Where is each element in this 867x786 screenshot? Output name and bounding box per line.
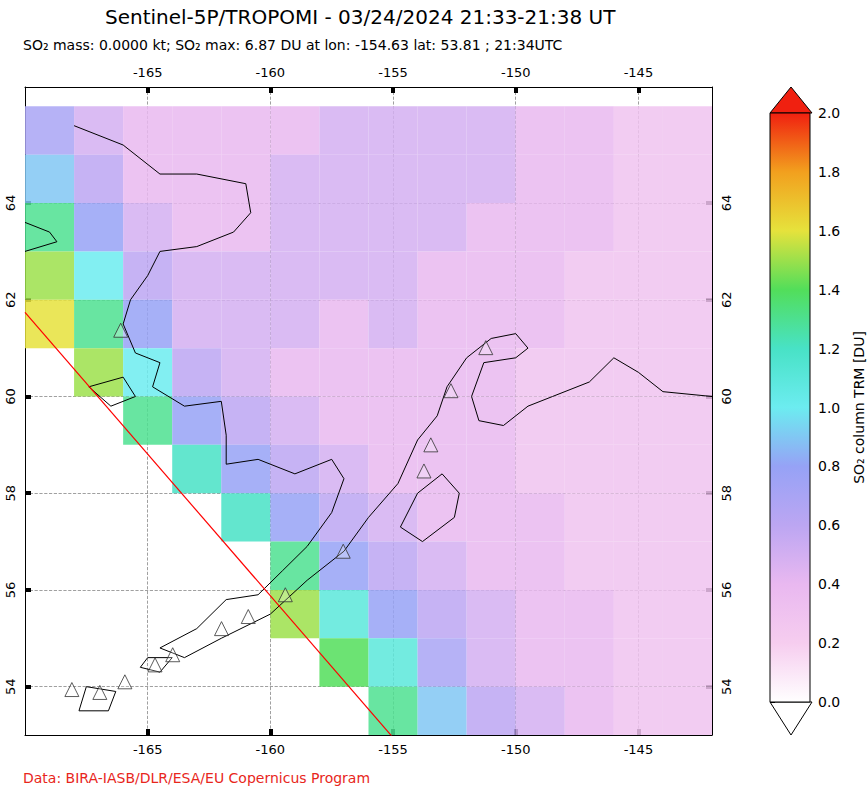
svg-text:0.2: 0.2: [818, 635, 840, 651]
svg-text:-145: -145: [624, 65, 654, 80]
svg-text:62: 62: [3, 292, 18, 309]
svg-text:-150: -150: [501, 65, 531, 80]
svg-text:56: 56: [3, 582, 18, 599]
svg-text:2.0: 2.0: [818, 105, 840, 121]
svg-text:-150: -150: [501, 742, 531, 757]
svg-text:0.4: 0.4: [818, 576, 840, 592]
svg-text:56: 56: [719, 582, 734, 599]
svg-text:0.6: 0.6: [818, 517, 840, 533]
svg-text:58: 58: [3, 485, 18, 502]
svg-text:SO₂ column TRM [DU]: SO₂ column TRM [DU]: [851, 331, 867, 484]
svg-text:64: 64: [3, 195, 18, 212]
svg-text:60: 60: [3, 388, 18, 405]
svg-text:60: 60: [719, 388, 734, 405]
svg-text:-165: -165: [133, 742, 163, 757]
svg-text:0.0: 0.0: [818, 694, 840, 710]
svg-text:Data: BIRA-IASB/DLR/ESA/EU Cop: Data: BIRA-IASB/DLR/ESA/EU Copernicus Pr…: [23, 770, 370, 786]
svg-text:-155: -155: [378, 742, 408, 757]
svg-text:-145: -145: [624, 742, 654, 757]
svg-text:0.8: 0.8: [818, 458, 840, 474]
svg-text:-160: -160: [256, 742, 286, 757]
svg-text:54: 54: [719, 678, 734, 695]
svg-text:64: 64: [719, 195, 734, 212]
svg-text:-155: -155: [378, 65, 408, 80]
svg-text:58: 58: [719, 485, 734, 502]
svg-text:SO₂ mass: 0.0000 kt; SO₂ max:: SO₂ mass: 0.0000 kt; SO₂ max: 6.87 DU at…: [23, 37, 563, 53]
svg-text:1.4: 1.4: [818, 282, 840, 298]
svg-text:Sentinel-5P/TROPOMI - 03/24/20: Sentinel-5P/TROPOMI - 03/24/2024 21:33-2…: [105, 5, 616, 29]
svg-text:62: 62: [719, 292, 734, 309]
svg-text:-160: -160: [256, 65, 286, 80]
svg-text:1.6: 1.6: [818, 223, 840, 239]
svg-text:-165: -165: [133, 65, 163, 80]
svg-text:1.2: 1.2: [818, 341, 840, 357]
svg-text:54: 54: [3, 678, 18, 695]
svg-text:1.0: 1.0: [818, 400, 840, 416]
svg-text:1.8: 1.8: [818, 164, 840, 180]
